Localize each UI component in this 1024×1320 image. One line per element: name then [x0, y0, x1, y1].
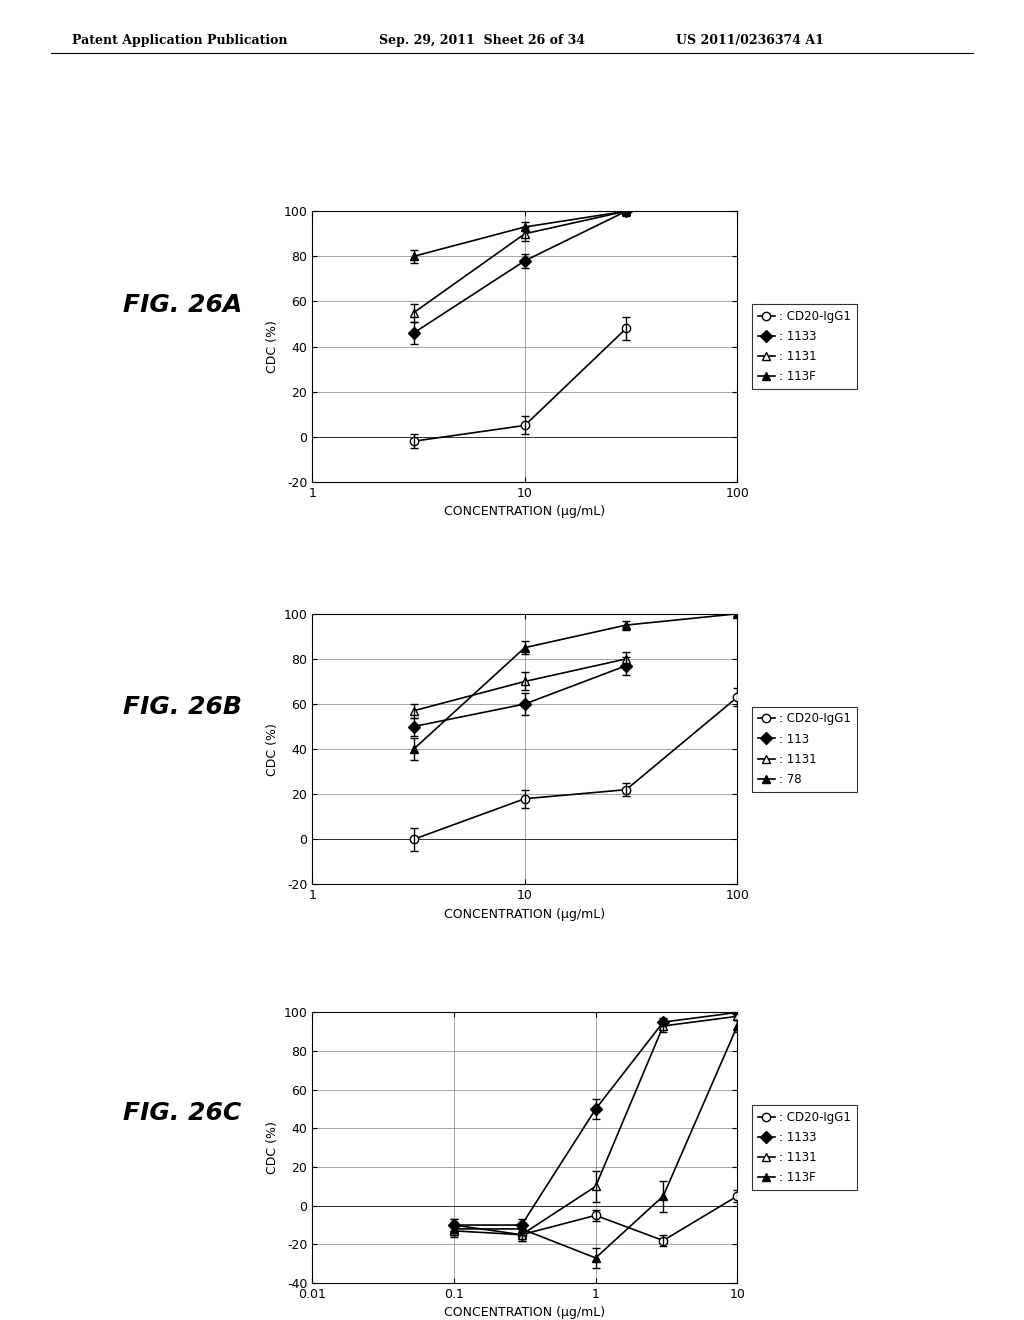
Text: Patent Application Publication: Patent Application Publication: [72, 34, 287, 48]
X-axis label: CONCENTRATION (μg/mL): CONCENTRATION (μg/mL): [444, 908, 605, 921]
Text: Sep. 29, 2011  Sheet 26 of 34: Sep. 29, 2011 Sheet 26 of 34: [379, 34, 585, 48]
Text: US 2011/0236374 A1: US 2011/0236374 A1: [676, 34, 823, 48]
Legend: : CD20-IgG1, : 1133, : 1131, : 113F: : CD20-IgG1, : 1133, : 1131, : 113F: [752, 304, 857, 389]
Text: FIG. 26B: FIG. 26B: [123, 696, 242, 719]
X-axis label: CONCENTRATION (μg/mL): CONCENTRATION (μg/mL): [444, 506, 605, 519]
Text: FIG. 26C: FIG. 26C: [123, 1101, 241, 1125]
Text: FIG. 26A: FIG. 26A: [123, 293, 242, 317]
Legend: : CD20-IgG1, : 1133, : 1131, : 113F: : CD20-IgG1, : 1133, : 1131, : 113F: [752, 1105, 857, 1191]
Y-axis label: CDC (%): CDC (%): [266, 1121, 280, 1175]
Legend: : CD20-IgG1, : 113, : 1131, : 78: : CD20-IgG1, : 113, : 1131, : 78: [752, 706, 857, 792]
Y-axis label: CDC (%): CDC (%): [266, 319, 280, 374]
Y-axis label: CDC (%): CDC (%): [266, 722, 280, 776]
X-axis label: CONCENTRATION (μg/mL): CONCENTRATION (μg/mL): [444, 1307, 605, 1320]
